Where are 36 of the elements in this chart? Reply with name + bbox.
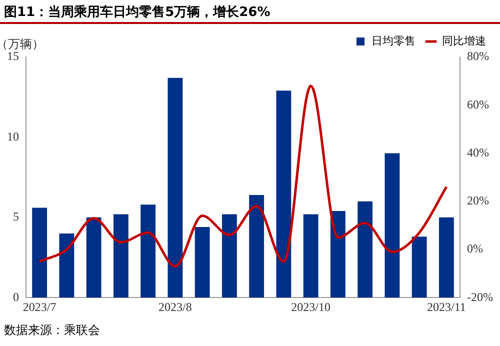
- legend-label: 同比增速: [442, 34, 486, 48]
- chart-title: 图11：当周乘用车日均零售5万辆，增长26%: [4, 4, 270, 21]
- bar: [194, 227, 210, 298]
- y-axis-title: （万辆）: [0, 37, 44, 52]
- x-tick-label: 2023/10: [291, 300, 330, 314]
- line-series: [38, 84, 448, 268]
- y2-tick-label: 80%: [467, 49, 490, 64]
- bar: [113, 214, 128, 298]
- bar: [32, 208, 48, 298]
- bar: [412, 236, 427, 298]
- x-tick-label: 2023/8: [158, 300, 192, 314]
- y-tick-label: 0: [13, 290, 19, 304]
- bar: [358, 201, 373, 298]
- y-tick-label: 15: [7, 49, 19, 64]
- y-tick-label: 5: [13, 210, 19, 224]
- y2-tick-label: 60%: [467, 97, 490, 112]
- y2-tick-label: 0%: [467, 242, 484, 256]
- x-tick-label: 2023/11: [427, 300, 466, 314]
- bar: [168, 78, 183, 298]
- bar: [303, 214, 318, 298]
- y-tick-label: 10: [7, 129, 19, 144]
- bar: [330, 210, 346, 298]
- bar: [438, 217, 454, 298]
- source-note: 数据来源：乘联会: [4, 322, 100, 339]
- y2-tick-label: -20%: [467, 290, 494, 304]
- bar: [222, 214, 237, 298]
- legend-label: 日均零售: [372, 34, 416, 48]
- x-tick-label: 2023/7: [22, 300, 56, 314]
- bar: [384, 153, 400, 298]
- bar: [276, 90, 292, 298]
- bar: [59, 233, 74, 298]
- y2-tick-label: 20%: [467, 194, 490, 208]
- bar: [249, 194, 264, 298]
- bar: [86, 217, 102, 298]
- bar: [140, 204, 156, 298]
- y2-tick-label: 40%: [467, 145, 490, 160]
